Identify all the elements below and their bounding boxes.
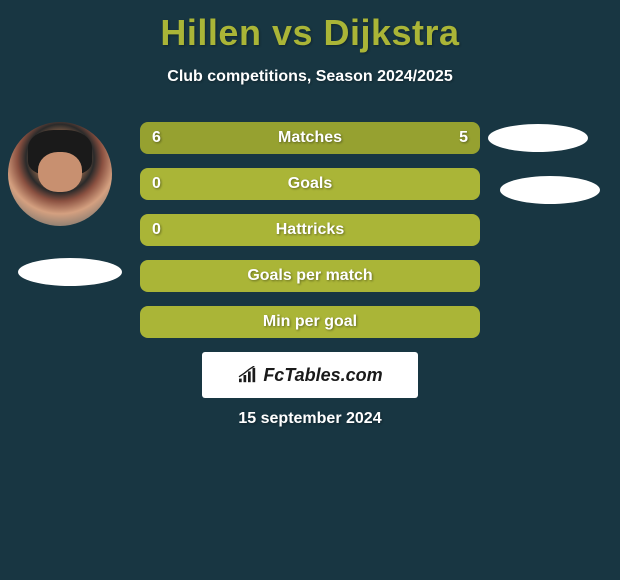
stat-left-value: 0	[152, 175, 161, 193]
watermark-text: FcTables.com	[263, 365, 382, 386]
footer-date: 15 september 2024	[0, 410, 620, 428]
stat-bar-matches: 6 Matches 5	[140, 122, 480, 154]
stat-label: Goals per match	[247, 267, 372, 285]
stat-bar-goals: 0 Goals	[140, 168, 480, 200]
stat-label: Goals	[288, 175, 332, 193]
stat-bar-min-per-goal: Min per goal	[140, 306, 480, 338]
stat-right-value: 5	[459, 129, 468, 147]
stat-left-value: 6	[152, 129, 161, 147]
chart-icon	[237, 366, 259, 384]
player-right-placeholder	[488, 124, 588, 152]
stat-left-value: 0	[152, 221, 161, 239]
page-subtitle: Club competitions, Season 2024/2025	[0, 68, 620, 86]
stat-bar-goals-per-match: Goals per match	[140, 260, 480, 292]
stat-label: Matches	[278, 129, 342, 147]
team-right-logo	[500, 176, 600, 204]
page-title: Hillen vs Dijkstra	[0, 0, 620, 54]
stat-label: Min per goal	[263, 313, 357, 331]
stat-label: Hattricks	[276, 221, 344, 239]
team-left-logo	[18, 258, 122, 286]
player-left-avatar	[8, 122, 112, 226]
stats-bars-container: 6 Matches 5 0 Goals 0 Hattricks Goals pe…	[140, 122, 480, 352]
watermark-box: FcTables.com	[202, 352, 418, 398]
stat-bar-hattricks: 0 Hattricks	[140, 214, 480, 246]
